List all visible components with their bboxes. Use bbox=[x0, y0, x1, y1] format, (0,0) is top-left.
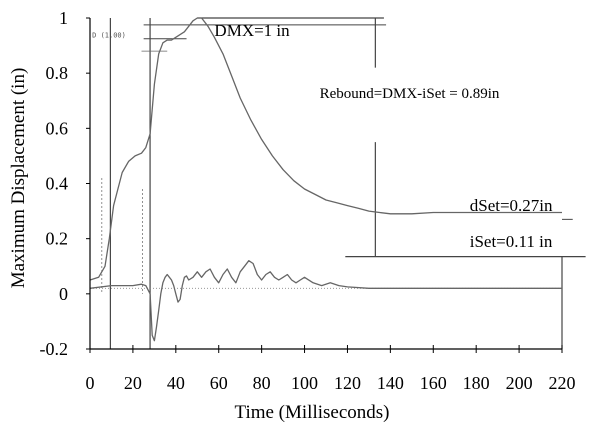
annotation-label: D (1.00) bbox=[92, 31, 126, 39]
axes bbox=[86, 17, 563, 353]
x-tick-label: 200 bbox=[506, 373, 533, 393]
annotation-label: Rebound=DMX-iSet = 0.89in bbox=[320, 86, 500, 102]
y-tick-label: 0.6 bbox=[46, 118, 69, 138]
y-tick-label: 0.4 bbox=[46, 174, 69, 194]
x-tick-label: 60 bbox=[210, 373, 228, 393]
x-tick-label: 0 bbox=[86, 373, 95, 393]
y-axis-title: Maximum Displacement (in) bbox=[8, 68, 29, 289]
annotation-label: dSet=0.27in bbox=[470, 196, 553, 215]
series-line-1 bbox=[89, 17, 562, 281]
x-tick-label: 20 bbox=[124, 373, 142, 393]
y-tick-label: 0 bbox=[59, 284, 68, 304]
x-tick-label: 220 bbox=[549, 373, 576, 393]
x-tick-label: 140 bbox=[377, 373, 404, 393]
reference-lines bbox=[90, 17, 586, 349]
annotation-label: iSet=0.11 in bbox=[470, 232, 553, 251]
x-tick-label: 40 bbox=[167, 373, 185, 393]
y-tick-label: 1 bbox=[59, 8, 68, 28]
annotation-label: DMX=1 in bbox=[214, 21, 290, 40]
x-tick-label: 120 bbox=[334, 373, 361, 393]
y-tick-label: -0.2 bbox=[40, 339, 69, 359]
x-tick-label: 180 bbox=[463, 373, 490, 393]
x-tick-label: 160 bbox=[420, 373, 447, 393]
y-tick-label: 0.2 bbox=[46, 229, 69, 249]
data-series bbox=[89, 17, 562, 342]
x-tick-label: 100 bbox=[291, 373, 318, 393]
x-axis-title: Time (Milliseconds) bbox=[235, 402, 390, 423]
x-tick-label: 80 bbox=[253, 373, 271, 393]
series-line-2 bbox=[89, 260, 562, 342]
chart-text: 0 20 40 60 80 100 120 140 160 180 200 220 -0.2 0 0.2 0.… bbox=[40, 8, 576, 393]
y-tick-label: 0.8 bbox=[46, 63, 69, 83]
